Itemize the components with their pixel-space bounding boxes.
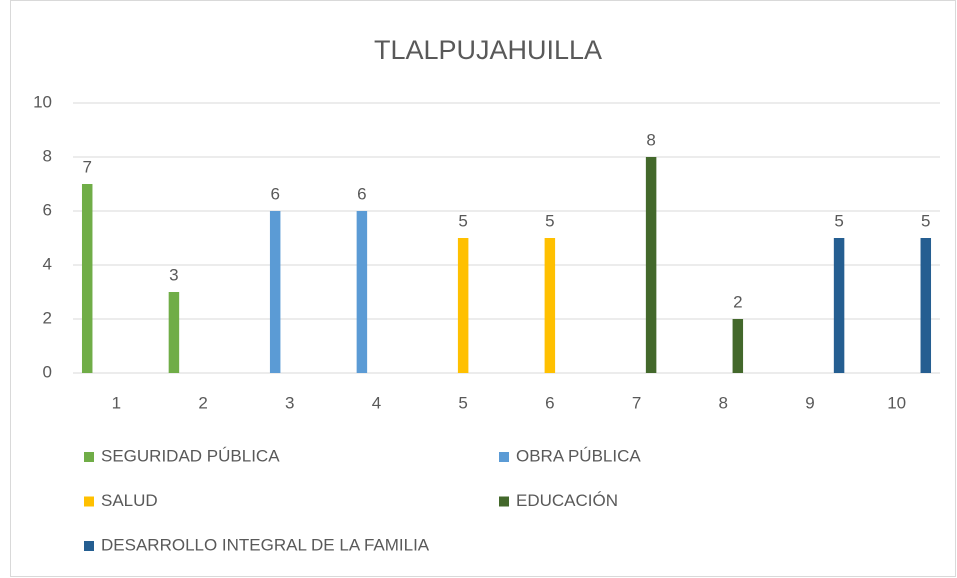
data-label: 5 <box>834 211 843 230</box>
chart-border <box>10 0 956 577</box>
legend-label: DESARROLLO INTEGRAL DE LA FAMILIA <box>101 535 430 554</box>
data-label: 2 <box>733 292 742 311</box>
y-tick-label: 8 <box>43 146 52 165</box>
legend-swatch <box>84 496 94 507</box>
legend-label: SALUD <box>101 491 158 510</box>
data-label: 3 <box>169 265 178 284</box>
bar <box>168 292 180 373</box>
data-label: 5 <box>458 211 467 230</box>
data-label: 6 <box>357 184 366 203</box>
data-label: 8 <box>646 130 655 149</box>
x-tick-label: 10 <box>887 393 906 412</box>
x-tick-label: 4 <box>372 393 381 412</box>
bar <box>81 184 93 373</box>
bar <box>356 211 368 373</box>
legend-label: OBRA PÚBLICA <box>516 446 641 465</box>
x-tick-label: 1 <box>112 393 121 412</box>
y-tick-label: 6 <box>43 200 52 219</box>
legend-label: SEGURIDAD PÚBLICA <box>101 446 280 465</box>
y-tick-label: 4 <box>43 254 52 273</box>
x-tick-label: 3 <box>285 393 294 412</box>
legend-swatch <box>499 452 509 462</box>
x-tick-label: 5 <box>458 393 467 412</box>
y-tick-label: 10 <box>33 92 52 111</box>
bar <box>645 157 657 373</box>
x-tick-label: 2 <box>198 393 207 412</box>
y-tick-label: 2 <box>43 308 52 327</box>
bar <box>457 238 469 373</box>
bar <box>732 319 744 373</box>
x-tick-label: 8 <box>719 393 728 412</box>
chart-title: TLALPUJAHUILLA <box>374 35 602 65</box>
bar <box>544 238 556 373</box>
x-tick-label: 6 <box>545 393 554 412</box>
data-label: 5 <box>545 211 554 230</box>
bar <box>269 211 281 373</box>
legend-swatch <box>84 452 94 462</box>
legend-swatch <box>499 496 509 507</box>
data-label: 6 <box>270 184 279 203</box>
data-label: 5 <box>921 211 930 230</box>
x-tick-label: 9 <box>805 393 814 412</box>
x-tick-label: 7 <box>632 393 641 412</box>
data-label: 7 <box>82 157 91 176</box>
bar <box>920 238 932 373</box>
y-tick-label: 0 <box>43 362 52 381</box>
legend-swatch <box>84 541 94 551</box>
bar <box>833 238 845 373</box>
legend-label: EDUCACIÓN <box>516 491 618 510</box>
